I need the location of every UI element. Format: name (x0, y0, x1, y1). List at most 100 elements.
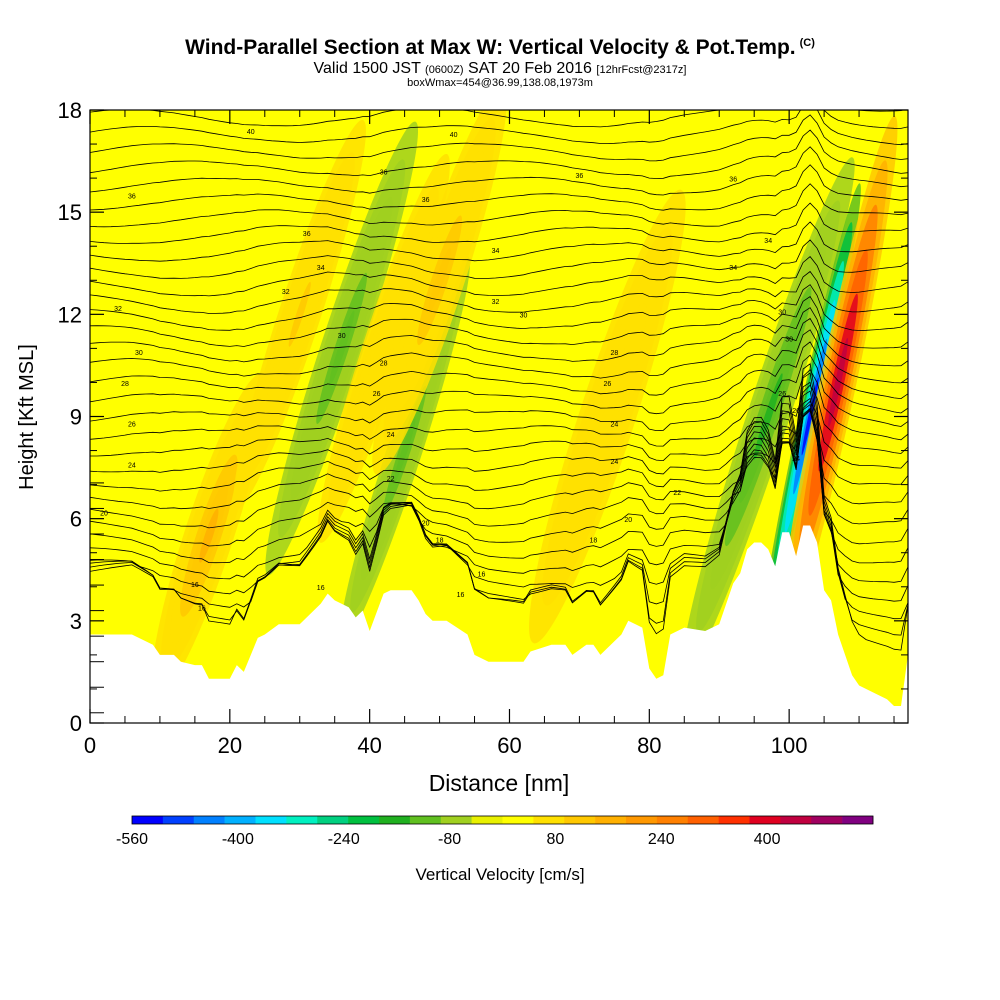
theta-isoline (90, 397, 908, 583)
colorbar-tick-label: -240 (328, 831, 360, 848)
contour-label: 36 (422, 197, 430, 204)
theta-isoline (90, 164, 908, 211)
theta-isoline (90, 400, 908, 475)
contour-label: 26 (792, 408, 800, 415)
y-tick-label: 9 (70, 405, 82, 430)
contour-label: 40 (450, 132, 458, 139)
contour-label: 24 (792, 456, 800, 463)
theta-isoline (90, 381, 908, 620)
chart-title: Wind-Parallel Section at Max W: Vertical… (0, 36, 1000, 60)
theta-isoline (90, 317, 908, 384)
colorbar-swatch (687, 816, 719, 824)
contour-label: 20 (624, 517, 632, 524)
colorbar-tick-label: -400 (222, 831, 254, 848)
velocity-plume (151, 373, 267, 698)
valid-prefix: Valid 1500 JST (313, 60, 421, 77)
contour-label: 26 (373, 391, 381, 398)
contour-label: 34 (492, 248, 500, 255)
contour-labels: 40 40 36 36 36 36 36 36 34 34 34 34 32 32 32 30 30 30 30 30… (100, 129, 800, 613)
x-axis-label: Distance [nm] (429, 770, 570, 796)
contour-label: 34 (729, 265, 737, 272)
theta-isoline (90, 183, 908, 228)
y-tick-label: 15 (58, 200, 82, 225)
theta-isoline (90, 110, 908, 146)
contour-label: 34 (764, 238, 772, 245)
colorbar-swatch (440, 816, 472, 824)
contour-label: 18 (590, 538, 598, 545)
theta-isoline (90, 384, 908, 462)
copyright-mark: (C) (799, 37, 815, 49)
contour-label: 28 (611, 350, 619, 357)
contour-label: 30 (785, 337, 793, 344)
theta-isoline (90, 409, 908, 529)
theta-isoline (90, 407, 908, 547)
contour-label: 20 (422, 521, 430, 528)
contour-label: 22 (387, 476, 395, 483)
contour-label: 16 (191, 582, 199, 589)
velocity-plume (317, 153, 450, 543)
chart-subtitle: Valid 1500 JST (0600Z) SAT 20 Feb 2016 [… (0, 60, 1000, 78)
terrain-mask (90, 525, 908, 723)
theta-isoline (90, 408, 908, 492)
box-info: boxWmax=454@36.99,138.08,1973m (407, 77, 593, 89)
contour-label: 40 (247, 129, 255, 136)
x-tick-label: 0 (84, 733, 96, 758)
contour-label: 16 (198, 606, 206, 613)
theta-isoline (90, 363, 908, 651)
contour-label: 20 (100, 510, 108, 517)
valid-utc: (0600Z) (425, 64, 464, 76)
contour-label: 36 (576, 173, 584, 180)
contour-label: 24 (387, 432, 395, 439)
theta-isoline (90, 403, 908, 564)
contour-label: 36 (380, 170, 388, 177)
colorbar-swatch (162, 816, 195, 824)
colorbar-swatch (626, 816, 658, 824)
colorbar-tick-label: 240 (648, 831, 675, 848)
plume-layer (828, 338, 848, 427)
velocity-plume (265, 121, 419, 576)
y-axis-label: Height [Kft MSL] (16, 344, 38, 490)
contour-label: 26 (128, 422, 136, 429)
contour-label: 16 (457, 592, 465, 599)
theta-isoline (90, 221, 908, 262)
contour-label: 32 (492, 299, 500, 306)
contour-label: 32 (282, 289, 290, 296)
theta-isoline (90, 33, 908, 60)
theta-isoline (90, 296, 908, 349)
velocity-plume (233, 119, 366, 509)
colorbar-swatch (502, 816, 534, 824)
colorbar-frame (131, 815, 874, 825)
colorbar-tick-label: -80 (438, 831, 461, 848)
y-tick-label: 18 (58, 98, 82, 123)
y-tick-label: 3 (70, 609, 82, 634)
contour-label: 36 (303, 231, 311, 238)
colorbar-swatch (224, 816, 256, 824)
theta-isoline (90, 409, 908, 510)
plume-layer (328, 310, 355, 387)
colorbar: -560 -400 -240 -80 80 240 400 (116, 815, 874, 848)
contour-label: 34 (317, 265, 325, 272)
x-tick-label: 60 (497, 733, 521, 758)
colorbar-swatch (286, 816, 318, 824)
theta-isoline (90, 256, 908, 297)
contour-label: 22 (673, 490, 681, 497)
colorbar-swatch (471, 816, 503, 824)
contour-label: 24 (611, 422, 619, 429)
theta-isoline (90, 354, 908, 432)
colorbar-swatch (749, 816, 781, 824)
colorbar-swatch (842, 816, 874, 824)
colorbar-swatch (656, 816, 689, 824)
contour-label: 16 (317, 585, 325, 592)
theta-isoline (90, 329, 908, 400)
plume-layer (288, 281, 311, 347)
theta-isoline (90, 341, 908, 415)
colorbar-swatch (595, 816, 627, 824)
contour-label: 18 (436, 538, 444, 545)
theta-isoline (90, 129, 908, 179)
colorbar-tick-label: -560 (116, 831, 148, 848)
contour-label: 26 (778, 391, 786, 398)
contour-label: 16 (478, 572, 486, 579)
terrain (90, 482, 908, 723)
